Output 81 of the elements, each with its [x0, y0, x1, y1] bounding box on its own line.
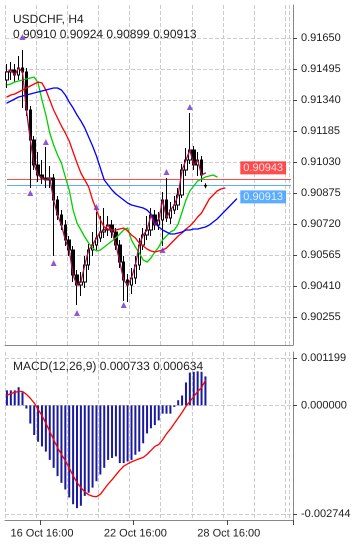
- y-tick-label: 0.91030: [301, 156, 341, 168]
- bar: [134, 405, 136, 455]
- bar: [154, 405, 156, 426]
- bar: [114, 405, 117, 456]
- bar: [84, 405, 86, 496]
- x-tick-label: 22 Oct 16:00: [104, 528, 167, 540]
- bar: [25, 405, 28, 409]
- bar: [118, 405, 121, 464]
- bar: [40, 405, 43, 446]
- text: USDCHF, H4: [13, 12, 84, 26]
- x-tick-label: 28 Oct 16:00: [197, 528, 260, 540]
- bar: [37, 405, 40, 442]
- bar: [88, 405, 90, 493]
- text: 0.90910 0.90924 0.90899 0.90913: [13, 27, 197, 41]
- y-tick-label: 0.91495: [301, 63, 341, 75]
- bar: [200, 372, 203, 406]
- bar: [204, 376, 206, 406]
- y-tick-label: 0.000000: [301, 399, 347, 412]
- candlestick: [204, 182, 207, 189]
- bar: [22, 392, 24, 406]
- ref-line-label: 0.90913: [243, 190, 284, 203]
- candlestick: [44, 146, 48, 188]
- bar: [130, 405, 132, 460]
- point: [74, 310, 80, 316]
- line-series: [6, 67, 206, 286]
- bar: [92, 405, 94, 488]
- point: [120, 302, 127, 308]
- point: [186, 104, 193, 110]
- y-tick-label: 0.91650: [301, 32, 341, 44]
- bar: [72, 405, 74, 504]
- line-series: [6, 380, 206, 498]
- bar: [181, 395, 184, 406]
- point: [50, 260, 57, 266]
- y-tick-label: 0.001199: [301, 352, 346, 364]
- bar: [80, 405, 82, 506]
- bar: [76, 405, 78, 508]
- bar: [192, 372, 195, 406]
- y-tick-label: 0.90720: [301, 218, 341, 230]
- x-tick-label: 16 Oct 16:00: [10, 528, 74, 540]
- bar: [111, 405, 114, 458]
- y-tick-label: 0.90255: [301, 311, 341, 323]
- bar: [56, 405, 59, 476]
- bar: [138, 405, 140, 452]
- y-tick-label: -0.002744: [301, 508, 351, 520]
- point: [160, 247, 166, 253]
- bar: [44, 405, 47, 452]
- bar: [33, 405, 36, 436]
- y-tick-label: 0.91185: [301, 125, 340, 137]
- bar: [52, 405, 55, 468]
- y-tick-label: 0.90410: [301, 280, 341, 292]
- bar: [6, 390, 8, 406]
- bar: [177, 400, 180, 406]
- bar: [60, 405, 62, 483]
- bar: [14, 390, 16, 406]
- y-tick-label: 0.90875: [301, 187, 341, 199]
- bar: [162, 405, 164, 414]
- point: [27, 190, 34, 196]
- bar: [184, 382, 187, 406]
- bar: [166, 405, 168, 414]
- bar: [146, 405, 148, 434]
- bar: [150, 405, 152, 428]
- y-tick-label: 0.90565: [301, 249, 341, 261]
- bar: [122, 405, 125, 464]
- bar: [68, 405, 70, 498]
- text: MACD(12,26,9) 0.000733 0.000634: [13, 359, 204, 373]
- bar: [188, 372, 191, 406]
- bar: [99, 405, 102, 475]
- bar: [107, 405, 110, 460]
- bar: [18, 387, 20, 406]
- point: [164, 169, 170, 175]
- candlestick: [5, 64, 9, 88]
- line-series: [6, 87, 238, 235]
- bar: [95, 405, 98, 482]
- y-tick-label: 0.91340: [301, 94, 341, 106]
- bar: [196, 371, 199, 406]
- point: [42, 139, 49, 145]
- candlestick: [102, 208, 106, 238]
- ref-line-label: 0.90943: [243, 162, 284, 174]
- bar: [169, 405, 172, 414]
- point: [93, 204, 100, 210]
- bar: [126, 405, 129, 462]
